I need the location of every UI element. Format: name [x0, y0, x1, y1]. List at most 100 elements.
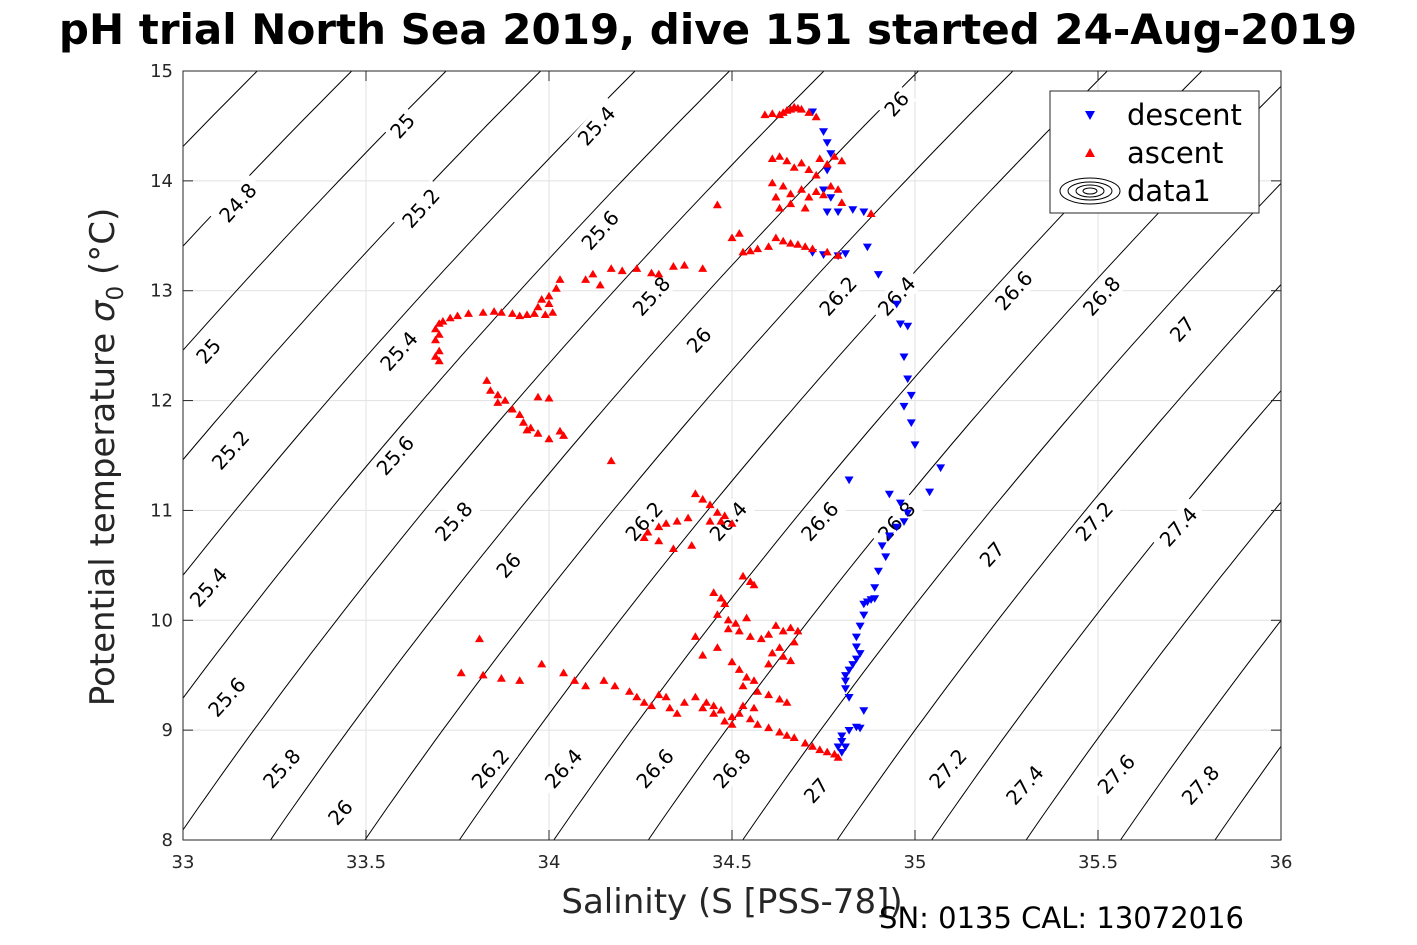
ascent-point: [515, 311, 525, 320]
ascent-point: [782, 698, 792, 706]
ascent-point: [478, 670, 488, 679]
ascent-point: [789, 163, 799, 171]
ascent-point: [665, 703, 675, 712]
descent-point: [899, 353, 909, 362]
ascent-point: [830, 152, 839, 160]
ascent-point: [822, 159, 832, 168]
ascent-point: [478, 308, 488, 316]
isopycnal-label: 26.8: [869, 492, 925, 551]
descent-point: [844, 727, 854, 735]
ascent-point: [683, 513, 693, 522]
descent-point: [851, 655, 861, 664]
ascent-point: [515, 676, 525, 684]
descent-point: [906, 391, 916, 400]
descent-point: [848, 661, 858, 669]
ascent-point: [482, 376, 492, 384]
descent-series: [808, 108, 946, 757]
ascent-point: [668, 544, 678, 552]
y-tick-label: 15: [150, 61, 173, 82]
ascent-point: [723, 615, 733, 624]
ascent-point: [720, 716, 730, 725]
ascent-point: [500, 396, 510, 404]
ascent-point: [698, 264, 708, 272]
ascent-point: [555, 275, 565, 283]
ascent-point: [767, 648, 777, 657]
descent-point: [844, 694, 854, 702]
descent-point: [903, 322, 913, 331]
ascent-point: [727, 233, 737, 242]
ascent-point: [778, 236, 788, 245]
ascent-point: [837, 198, 847, 206]
ascent-point: [654, 269, 664, 278]
ascent-point: [731, 619, 741, 627]
descent-point: [822, 139, 832, 147]
y-tick-label: 9: [162, 720, 173, 741]
ascent-point: [760, 110, 770, 119]
isopycnal-line: [836, 283, 1281, 840]
ascent-point: [518, 418, 528, 426]
descent-point: [862, 598, 872, 607]
ascent-point: [811, 170, 821, 179]
ascent-point: [496, 308, 506, 316]
ascent-point: [632, 264, 642, 272]
y-tick-label: 8: [162, 830, 173, 851]
ascent-point: [749, 676, 759, 684]
ascent-point: [786, 239, 796, 247]
ascent-point: [679, 698, 689, 706]
ascent-point: [745, 714, 755, 723]
ascent-point: [745, 246, 755, 255]
ascent-point: [632, 692, 642, 701]
ascent-point: [826, 181, 836, 190]
ascent-point: [533, 302, 543, 311]
y-tick-label: 14: [150, 171, 173, 192]
ascent-point: [493, 398, 503, 406]
ascent-point: [643, 527, 653, 536]
ascent-point: [485, 386, 495, 394]
ascent-point: [672, 516, 682, 525]
ascent-point: [866, 209, 876, 217]
legend-contour-icon: [1059, 177, 1121, 205]
ascent-point: [738, 681, 748, 690]
ascent-point: [533, 392, 543, 401]
descent-point: [851, 643, 861, 652]
ascent-point: [789, 733, 799, 741]
ascent-point: [811, 112, 821, 121]
ascent-point: [800, 242, 810, 250]
ascent-point: [720, 599, 730, 607]
isopycnal-line: [183, 71, 731, 699]
ascent-point: [764, 690, 774, 699]
y-tick-label: 10: [150, 610, 173, 631]
ascent-point: [767, 154, 777, 162]
descent-point: [822, 208, 832, 217]
y-axis-label-group: Potential temperature σ0 (°C): [83, 208, 129, 707]
ascent-point: [786, 189, 796, 198]
ascent-point: [464, 309, 473, 317]
isopycnal-line: [364, 71, 1014, 840]
ascent-point: [698, 703, 708, 712]
ascent-point: [475, 634, 484, 643]
ascent-point: [599, 676, 609, 684]
isopycnal-line: [742, 182, 1281, 840]
axis-ticks: [182, 70, 1282, 841]
ascent-point: [537, 295, 547, 303]
descent-point: [837, 732, 847, 741]
ascent-point: [559, 668, 569, 677]
y-tick-labels: 8 9 10 11 12 13 14 15: [150, 61, 173, 851]
ascent-point: [764, 723, 774, 732]
ascent-point: [507, 309, 517, 317]
ascent-point: [709, 588, 719, 596]
ascent-point: [522, 310, 532, 318]
ascent-point: [720, 511, 730, 520]
legend-ascent-label: ascent: [1127, 136, 1223, 170]
ascent-point: [808, 742, 817, 750]
ascent-point: [716, 593, 726, 602]
ascent-point: [738, 247, 748, 256]
ascent-point: [749, 703, 759, 712]
ascent-point: [581, 275, 591, 283]
ascent-point: [544, 291, 554, 300]
descent-point: [837, 738, 847, 746]
descent-point: [877, 542, 887, 551]
ascent-point: [749, 580, 759, 589]
descent-point: [833, 208, 843, 217]
ascent-point: [529, 309, 539, 317]
